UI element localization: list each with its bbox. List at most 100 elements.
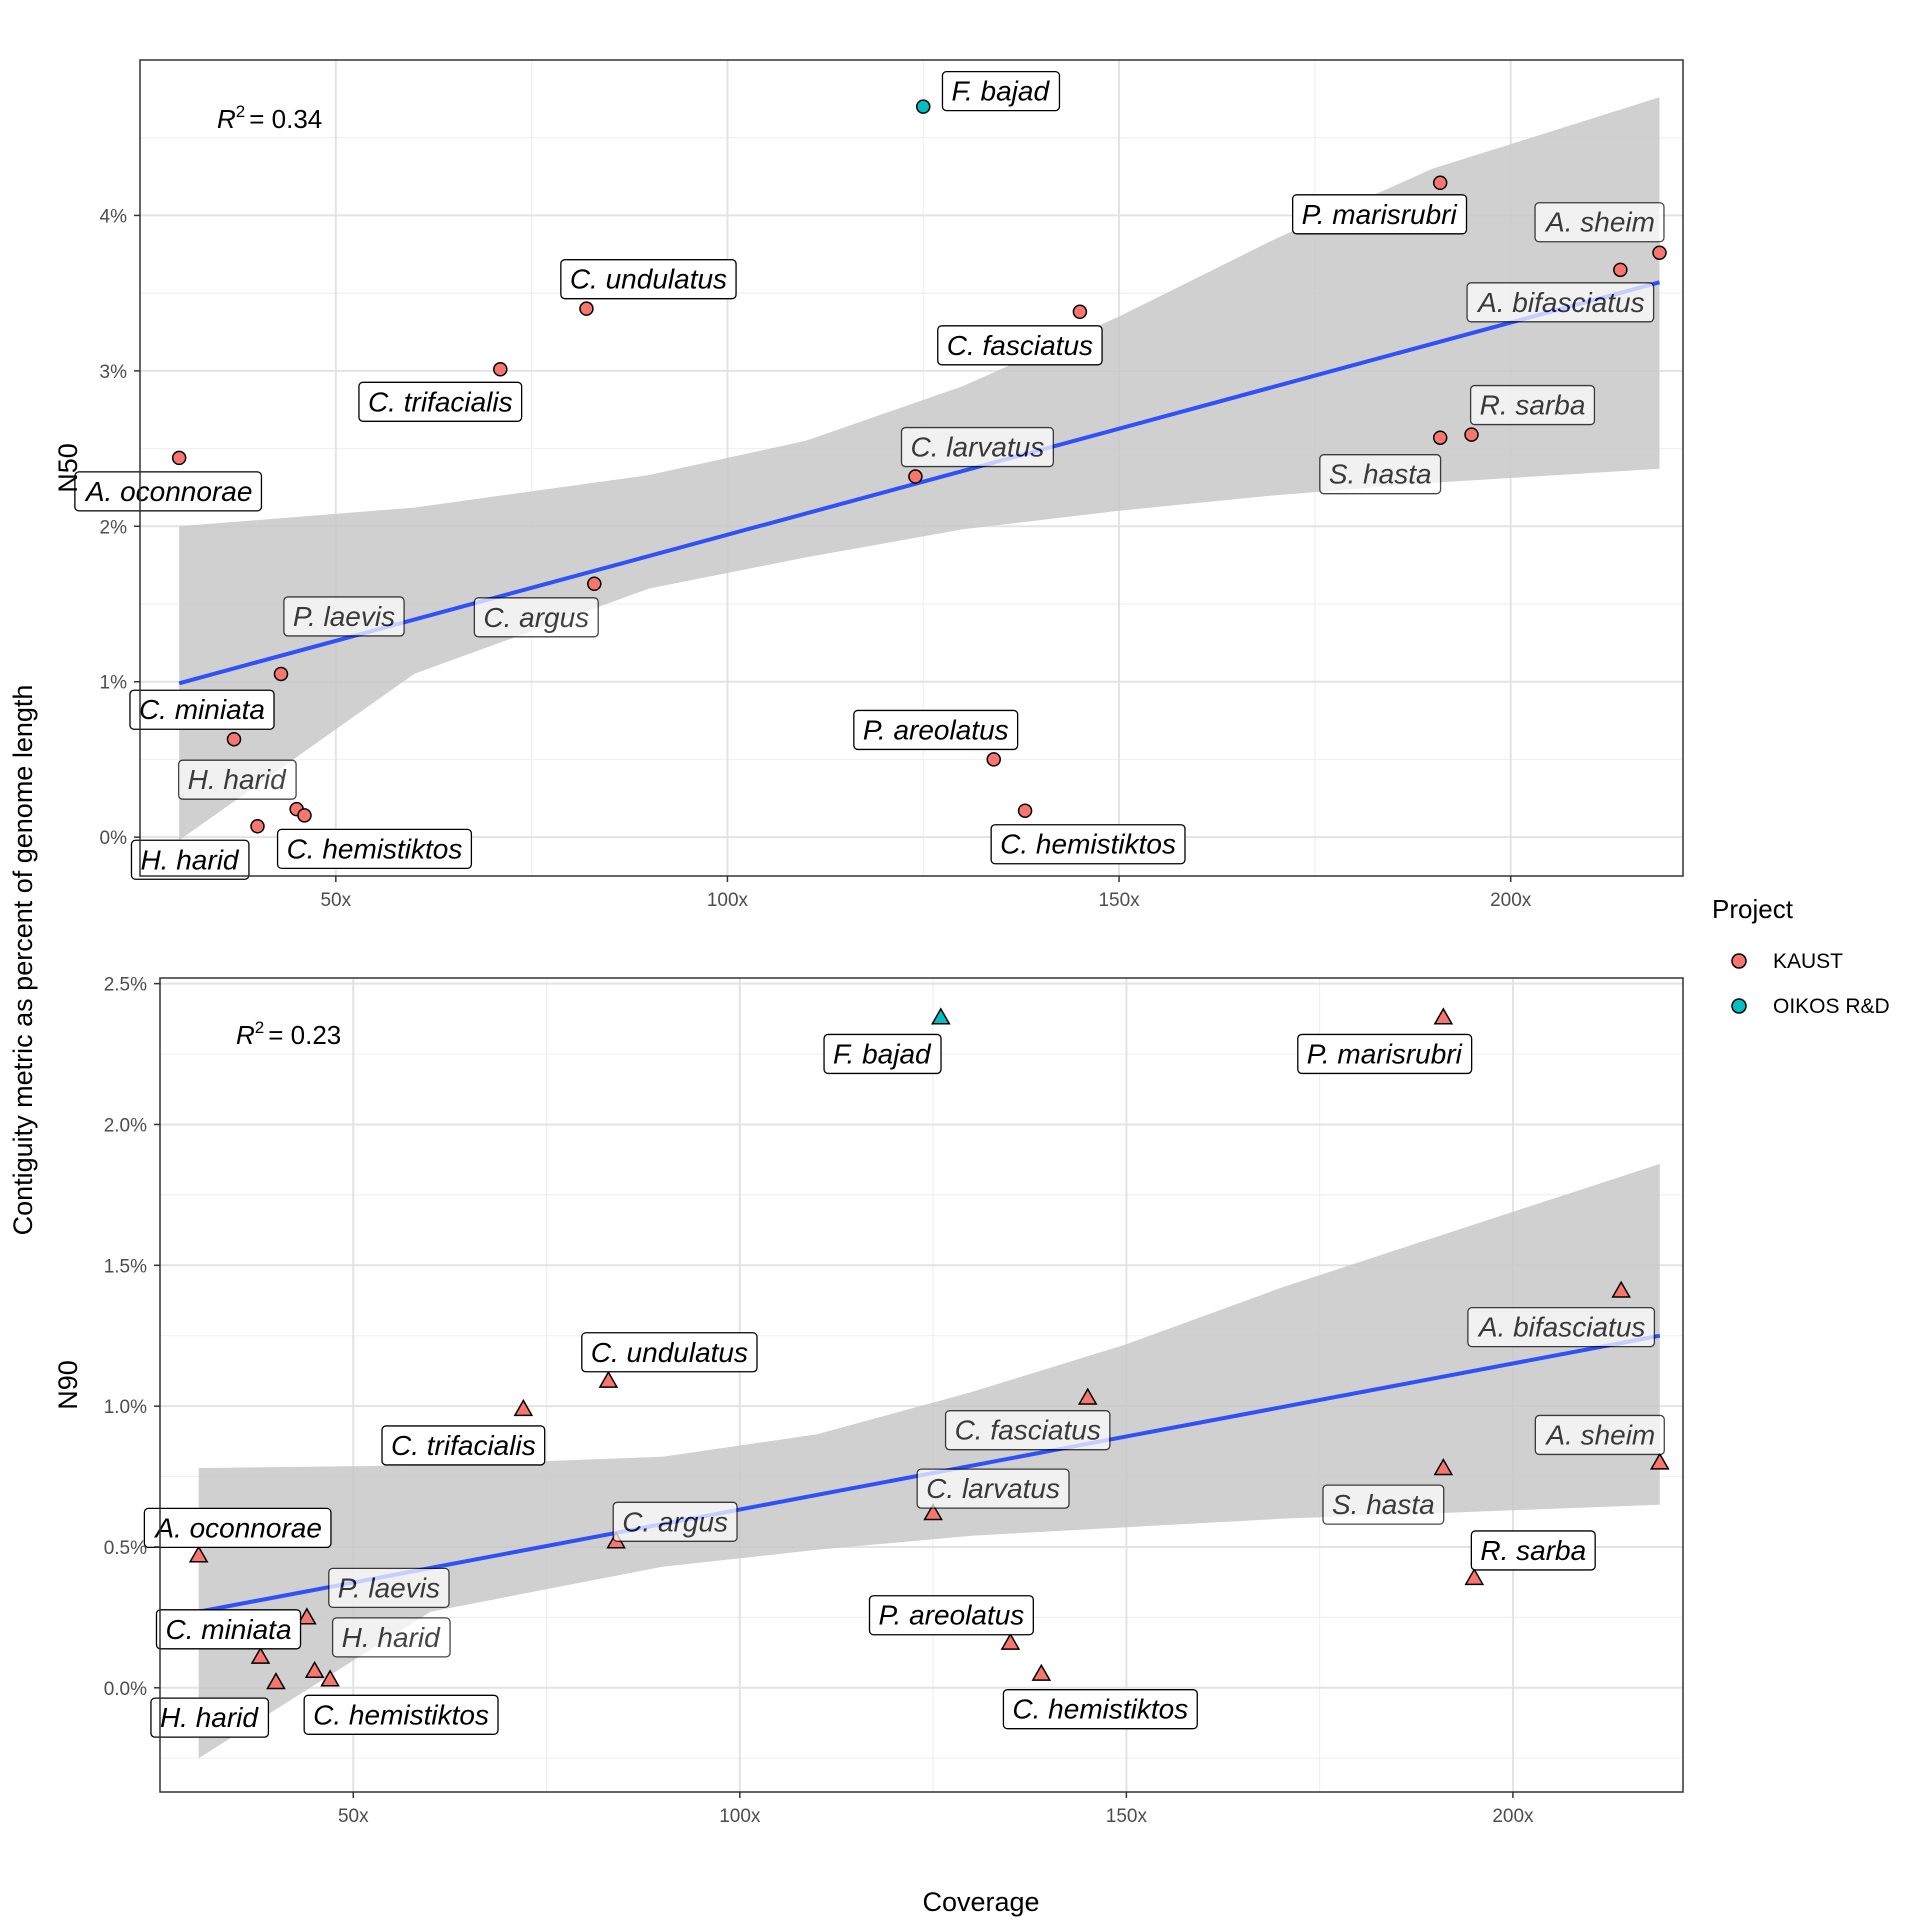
point-label-text: P. laevis — [293, 601, 395, 632]
point-label-box — [853, 709, 1019, 751]
point-label-text: P. laevis — [338, 1572, 440, 1603]
data-point — [598, 1370, 619, 1388]
point-label: H. harid — [130, 839, 250, 880]
point-label: F. bajad — [823, 1033, 942, 1075]
point-label-text: A. oconnorae — [153, 1512, 322, 1543]
y-tick-label: 1% — [100, 673, 128, 694]
point-label: A. sheim — [1534, 202, 1665, 243]
point-label: C. argus — [473, 597, 599, 638]
point-label-box — [868, 1595, 1034, 1636]
point-label-text: C. trifacialis — [391, 1430, 536, 1461]
point-label-text: A. sheim — [1544, 1419, 1655, 1450]
x-tick-label: 50x — [338, 1806, 369, 1827]
point-label: R. sarba — [1469, 384, 1596, 426]
point-label: C. hemistiktos — [1002, 1689, 1198, 1730]
data-point — [579, 301, 594, 316]
point-label-box — [150, 1697, 270, 1738]
point-label: F. bajad — [941, 70, 1061, 112]
y-tick-label: 1.0% — [104, 1397, 147, 1418]
point-label: C. miniata — [155, 1609, 302, 1650]
y-tick-label: 0% — [100, 828, 128, 849]
point-label-box — [941, 70, 1061, 112]
point-label: A. bifasciatus — [1466, 282, 1655, 323]
point-label-box — [177, 759, 297, 800]
point-label-box — [328, 1567, 450, 1609]
panel-y-axis-title: N90 — [53, 1360, 83, 1410]
point-label-box — [990, 824, 1186, 865]
x-tick-label: 100x — [719, 1806, 761, 1827]
point-label-box — [937, 325, 1103, 366]
y-tick-label: 3% — [100, 362, 128, 383]
point-label-box — [473, 597, 599, 638]
point-label-box — [612, 1501, 738, 1542]
data-point — [320, 1669, 340, 1687]
r-squared-annotation: R2 = 0.23 — [236, 1018, 341, 1050]
point-label: A. bifasciatus — [1467, 1306, 1656, 1348]
y-tick-label: 0.5% — [104, 1538, 147, 1559]
data-point — [250, 819, 265, 834]
data-point — [1432, 175, 1448, 191]
y-tick-label: 2.0% — [104, 1115, 147, 1136]
r-squared-symbol: R — [217, 104, 236, 134]
point-label: A. oconnorae — [74, 471, 263, 512]
point-label: P. areolatus — [853, 709, 1019, 751]
point-label: P. marisrubri — [1297, 1033, 1473, 1075]
point-label-text: R. sarba — [1480, 1535, 1586, 1566]
point-label-box — [283, 596, 405, 637]
point-label-box — [143, 1507, 332, 1549]
data-point — [931, 1007, 951, 1025]
point-label-text: R. sarba — [1480, 390, 1586, 421]
point-label-box — [303, 1694, 499, 1735]
point-label-box — [1319, 454, 1442, 495]
point-label-text: P. areolatus — [863, 714, 1009, 745]
point-label-text: C. miniata — [139, 694, 265, 725]
y-tick-label: 0.0% — [104, 1679, 147, 1700]
data-point — [1650, 1452, 1670, 1470]
point-label-box — [581, 1332, 758, 1373]
legend-key-oikos — [1731, 998, 1747, 1014]
data-point — [1072, 304, 1088, 320]
point-label-box — [74, 471, 263, 512]
point-label-text: C. undulatus — [591, 1337, 748, 1368]
point-label-box — [130, 839, 250, 880]
legend-label-kaust: KAUST — [1773, 950, 1843, 973]
point-label: C. fasciatus — [937, 325, 1103, 366]
r-squared-value: = 0.34 — [249, 104, 322, 134]
confidence-band — [198, 1163, 1660, 1759]
x-tick-label: 200x — [1490, 890, 1532, 911]
point-label-box — [1002, 1689, 1198, 1730]
confidence-band — [179, 97, 1660, 841]
point-label-box — [1470, 1530, 1596, 1571]
data-point — [923, 1503, 943, 1521]
point-label: P. areolatus — [868, 1595, 1034, 1636]
point-label-text: C. hemistiktos — [313, 1699, 489, 1730]
point-label-box — [900, 426, 1054, 468]
point-label-text: C. fasciatus — [947, 330, 1093, 361]
data-point — [513, 1398, 534, 1417]
point-label: C. miniata — [129, 689, 275, 730]
data-point — [1464, 427, 1479, 442]
data-point — [304, 1660, 325, 1679]
data-point — [1017, 803, 1033, 818]
data-point — [266, 1672, 286, 1690]
y-tick-label: 4% — [100, 206, 128, 227]
data-point — [1000, 1632, 1021, 1650]
point-label-text: A. bifasciatus — [1477, 1312, 1646, 1343]
point-label: S. hasta — [1319, 454, 1442, 495]
point-label: C. larvatus — [900, 426, 1054, 468]
panel-border — [159, 977, 1684, 1793]
point-label-text: C. larvatus — [926, 1473, 1060, 1504]
point-label-box — [560, 259, 737, 300]
point-label-box — [1469, 384, 1596, 426]
point-label-text: H. harid — [342, 1622, 441, 1653]
r-squared-superscript: 2 — [255, 1018, 264, 1037]
data-point — [1464, 1567, 1485, 1586]
point-label-box — [1291, 194, 1468, 235]
point-label-text: P. marisrubri — [1302, 199, 1458, 230]
point-label: H. harid — [150, 1697, 270, 1738]
panel-y-axis-title: N50 — [53, 443, 83, 493]
point-label: C. hemistiktos — [303, 1694, 499, 1735]
point-label-box — [276, 828, 473, 870]
point-label: P. laevis — [283, 596, 405, 637]
point-label-text: A. bifasciatus — [1476, 287, 1645, 318]
